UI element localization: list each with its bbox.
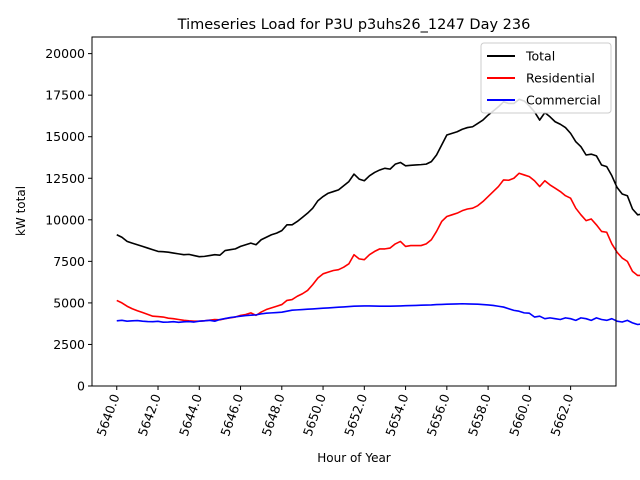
- y-axis-ticks: 0 2500 5000 7500 10000 12500 15000 17500 20000: [45, 46, 92, 394]
- x-tick-label: 5648.0: [259, 392, 288, 438]
- x-axis-label: Hour of Year: [317, 451, 391, 465]
- y-tick-label: 12500: [45, 171, 85, 186]
- x-tick-label: 5656.0: [424, 392, 453, 438]
- y-tick-label: 7500: [53, 254, 85, 269]
- x-tick-label: 5652.0: [341, 392, 370, 438]
- y-axis-label: kW total: [14, 186, 28, 236]
- plot-frame: [91, 36, 617, 387]
- y-tick-label: 5000: [53, 295, 85, 310]
- x-axis-ticks: 5640.0 5642.0 5644.0 5646.0 5648.0 5650.0 5652…: [94, 386, 576, 438]
- x-tick-label: 5640.0: [94, 392, 123, 438]
- y-tick-label: 15000: [45, 129, 85, 144]
- x-tick-label: 5662.0: [547, 392, 576, 438]
- y-tick-label: 20000: [45, 46, 85, 61]
- chart-title: Timeseries Load for P3U p3uhs26_1247 Day…: [177, 17, 531, 33]
- legend-label-commercial: Commercial: [526, 93, 601, 108]
- x-tick-label: 5654.0: [382, 392, 411, 438]
- x-tick-label: 5646.0: [217, 392, 246, 438]
- legend: Total Residential Commercial: [480, 42, 612, 114]
- legend-box: [480, 42, 612, 114]
- series-line-total: [116, 98, 640, 258]
- y-tick-label: 17500: [45, 88, 85, 103]
- series-line-residential: [116, 172, 640, 322]
- x-tick-label: 5658.0: [465, 392, 494, 438]
- series-layer: [116, 98, 640, 326]
- y-tick-label: 2500: [53, 337, 85, 352]
- legend-label-total: Total: [525, 49, 555, 64]
- y-tick-label: 0: [77, 379, 85, 394]
- x-tick-label: 5642.0: [135, 392, 164, 438]
- x-tick-label: 5660.0: [506, 392, 535, 438]
- y-tick-label: 10000: [45, 212, 85, 227]
- legend-label-residential: Residential: [526, 71, 595, 86]
- x-tick-label: 5644.0: [176, 392, 205, 438]
- series-line-commercial: [116, 302, 640, 326]
- x-tick-label: 5650.0: [300, 392, 329, 438]
